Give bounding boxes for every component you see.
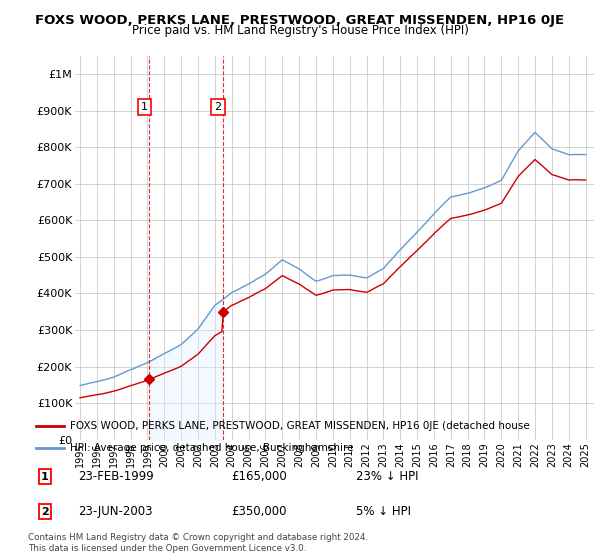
Text: 2: 2	[41, 507, 49, 517]
Text: 2: 2	[214, 102, 221, 112]
Text: Contains HM Land Registry data © Crown copyright and database right 2024.
This d: Contains HM Land Registry data © Crown c…	[28, 533, 368, 553]
Text: 23-JUN-2003: 23-JUN-2003	[78, 505, 152, 518]
Text: FOXS WOOD, PERKS LANE, PRESTWOOD, GREAT MISSENDEN, HP16 0JE: FOXS WOOD, PERKS LANE, PRESTWOOD, GREAT …	[35, 14, 565, 27]
Text: HPI: Average price, detached house, Buckinghamshire: HPI: Average price, detached house, Buck…	[70, 442, 353, 452]
Text: £350,000: £350,000	[231, 505, 287, 518]
Text: Price paid vs. HM Land Registry's House Price Index (HPI): Price paid vs. HM Land Registry's House …	[131, 24, 469, 36]
Text: 23% ↓ HPI: 23% ↓ HPI	[356, 470, 418, 483]
Text: £165,000: £165,000	[231, 470, 287, 483]
Text: 23-FEB-1999: 23-FEB-1999	[78, 470, 154, 483]
Text: 1: 1	[141, 102, 148, 112]
Text: 5% ↓ HPI: 5% ↓ HPI	[356, 505, 411, 518]
Text: 1: 1	[41, 472, 49, 482]
Text: FOXS WOOD, PERKS LANE, PRESTWOOD, GREAT MISSENDEN, HP16 0JE (detached house: FOXS WOOD, PERKS LANE, PRESTWOOD, GREAT …	[70, 421, 529, 431]
